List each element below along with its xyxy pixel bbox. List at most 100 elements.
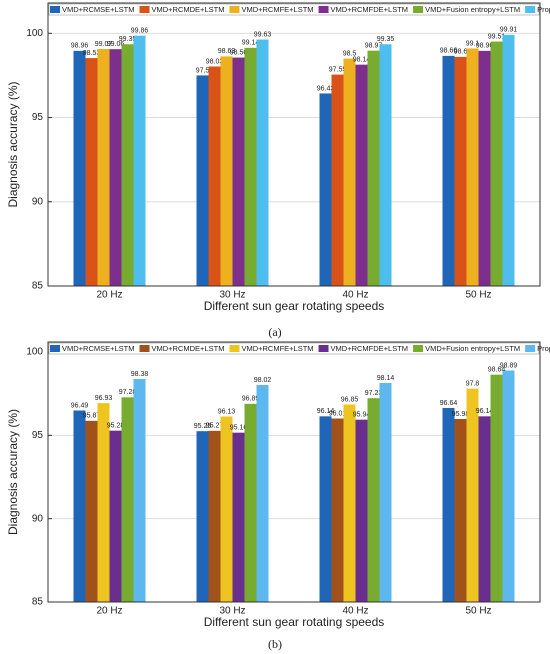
bar: [367, 398, 380, 602]
value-label: 97.28: [119, 389, 137, 396]
bar: [379, 383, 392, 602]
bar: [367, 50, 380, 286]
value-label: 98.5: [343, 50, 357, 57]
bar: [133, 35, 146, 286]
bar: [319, 93, 332, 287]
value-label: 98.14: [377, 375, 395, 382]
legend-swatch: [139, 345, 150, 352]
legend-swatch: [50, 345, 60, 352]
value-label: 98.02: [254, 377, 272, 384]
value-label: 95.28: [107, 423, 125, 430]
value-label: 97.8: [466, 381, 480, 388]
value-label: 98.97: [365, 43, 383, 50]
bar: [232, 57, 245, 287]
bar: [331, 74, 344, 287]
value-label: 98.56: [230, 49, 248, 56]
value-label: 96.85: [341, 396, 359, 403]
legend-label: VMD+RCMFDE+LSTM: [331, 5, 409, 14]
value-label: 99.07: [95, 41, 113, 48]
value-label: 99.51: [488, 33, 506, 40]
bar: [73, 50, 86, 286]
legend-swatch: [318, 345, 329, 352]
x-tick-label: 30 Hz: [219, 606, 245, 617]
bar: [220, 56, 233, 286]
value-label: 95.87: [83, 413, 101, 420]
plot-frame: [47, 2, 541, 287]
y-tick-label: 95: [32, 112, 44, 123]
value-label: 95.98: [452, 411, 470, 418]
value-label: 99.1: [466, 40, 480, 47]
bar: [85, 58, 98, 287]
bar: [109, 49, 122, 287]
value-label: 95.27: [206, 423, 224, 430]
value-label: 98.38: [131, 371, 149, 378]
value-label: 98.89: [500, 362, 518, 369]
legend-label: VMD+RCMDE+LSTM: [152, 344, 225, 353]
bar: [454, 419, 467, 602]
legend-swatch: [413, 6, 424, 13]
x-tick-label: 50 Hz: [465, 606, 491, 617]
x-tick-label: 30 Hz: [219, 290, 245, 301]
legend-label: VMD+RCMFE+LSTM: [241, 344, 313, 353]
legend-label: Proposed method: [537, 5, 550, 14]
y-tick-label: 90: [32, 513, 44, 524]
value-label: 98.03: [206, 58, 224, 65]
value-label: 99.35: [377, 36, 395, 43]
y-tick-label: 100: [26, 28, 43, 39]
bar: [442, 55, 455, 287]
legend-swatch: [50, 6, 60, 13]
value-label: 99.63: [254, 31, 272, 38]
legend-swatch: [318, 6, 329, 13]
bar: [343, 404, 356, 602]
bar: [331, 418, 344, 602]
legend-label: VMD+Fusion entropy+LSTM: [425, 344, 520, 353]
bar: [208, 430, 221, 602]
legend-swatch: [229, 345, 240, 352]
bar: [355, 419, 368, 602]
legend-swatch: [229, 6, 240, 13]
x-tick-label: 40 Hz: [342, 290, 368, 301]
bar: [256, 385, 269, 602]
legend-label: VMD+RCMDE+LSTM: [152, 5, 225, 14]
legend-label: VMD+RCMSE+LSTM: [62, 5, 135, 14]
value-label: 99.06: [107, 41, 125, 48]
value-label: 99.35: [119, 36, 137, 43]
y-tick-label: 90: [32, 196, 44, 207]
bar: [97, 48, 110, 286]
value-label: 96.64: [440, 400, 458, 407]
value-label: 96.89: [242, 396, 260, 403]
legend-label: VMD+Fusion entropy+LSTM: [425, 5, 520, 14]
bar: [343, 58, 356, 286]
bar: [73, 410, 86, 602]
value-label: 98.14: [353, 56, 371, 63]
x-tick-label: 20 Hz: [96, 290, 122, 301]
bar: [478, 416, 491, 602]
legend-swatch: [525, 345, 536, 352]
legend-swatch: [525, 6, 536, 13]
value-label: 98.96: [476, 43, 494, 50]
bar: [196, 75, 209, 286]
bar: [454, 56, 467, 287]
caption: (b): [268, 637, 282, 651]
x-tick-label: 20 Hz: [96, 606, 122, 617]
bar: [121, 44, 134, 287]
value-label: 96.14: [476, 408, 494, 415]
bar: [355, 64, 368, 287]
bar: [109, 430, 122, 602]
y-tick-label: 100: [26, 347, 43, 358]
x-tick-label: 50 Hz: [465, 290, 491, 301]
bar: [502, 34, 515, 287]
bar: [244, 403, 257, 602]
value-label: 98.66: [440, 48, 458, 55]
bar: [466, 48, 479, 286]
x-axis-label: Different sun gear rotating speeds: [204, 299, 385, 313]
value-label: 96.01: [329, 410, 347, 417]
bar: [379, 44, 392, 287]
plot-frame: [47, 341, 541, 603]
value-label: 98.63: [218, 48, 236, 55]
y-tick-label: 85: [32, 281, 44, 292]
bar: [196, 431, 209, 602]
bar: [319, 416, 332, 602]
legend-label: VMD+RCMFE+LSTM: [241, 5, 313, 14]
